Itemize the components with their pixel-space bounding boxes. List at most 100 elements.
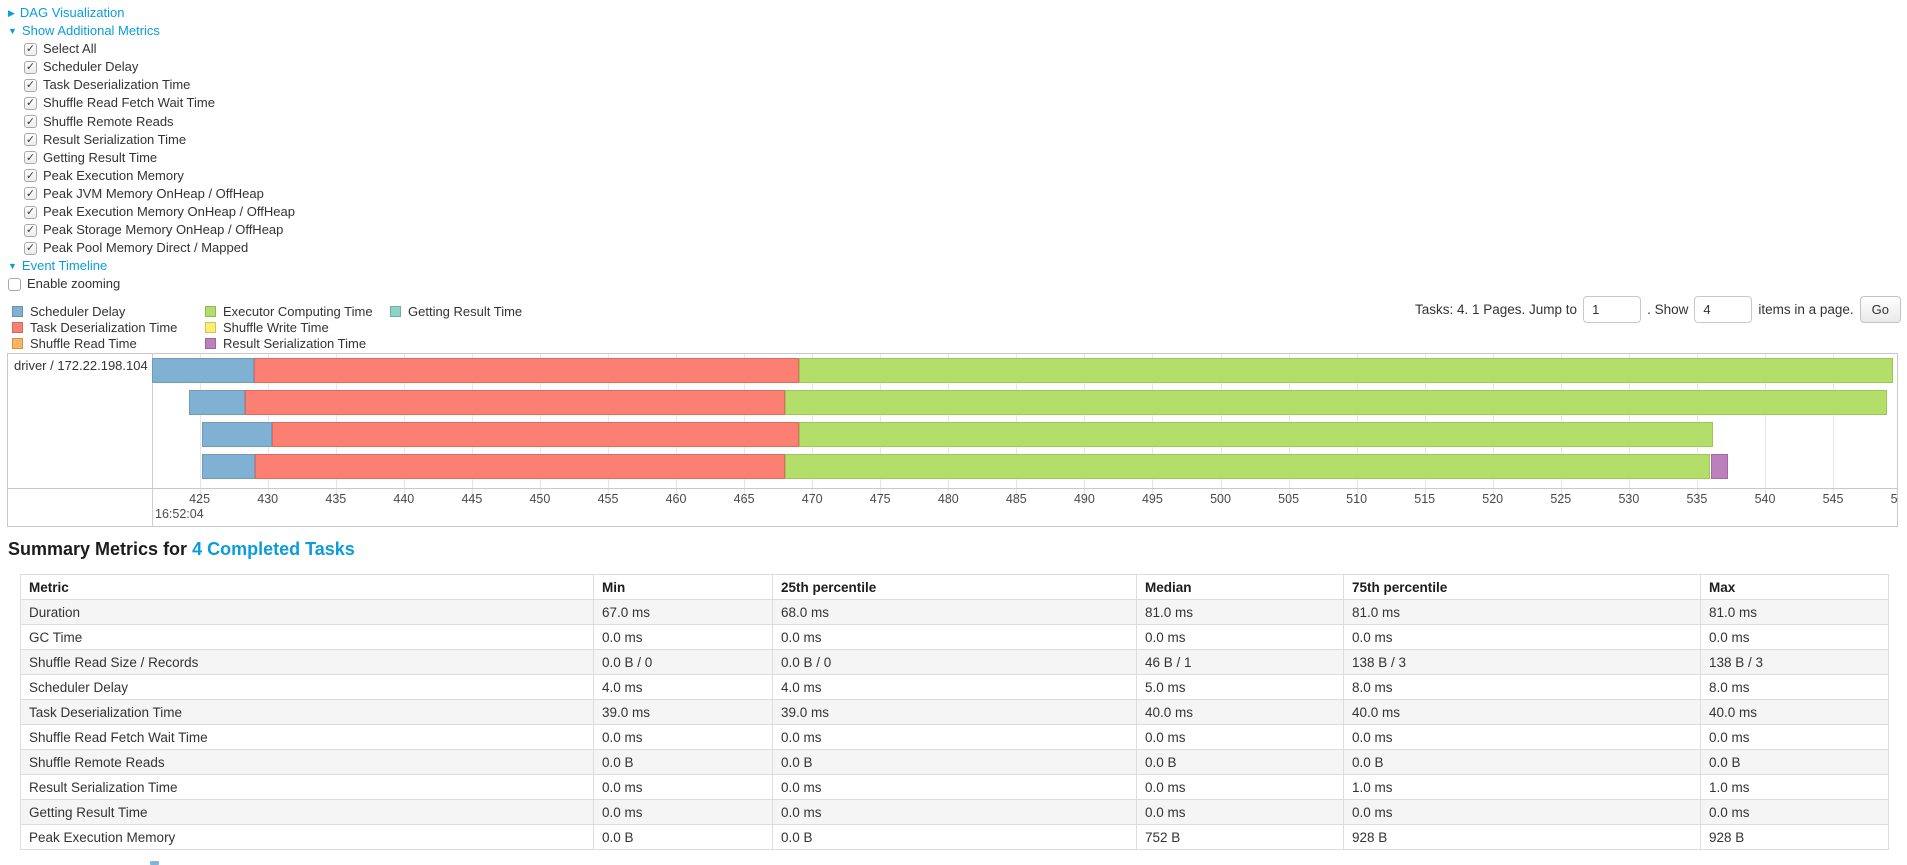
metric-value-cell: 81.0 ms <box>1343 599 1701 625</box>
legend-item-shuffle_read: Shuffle Read Time <box>12 335 177 351</box>
task-bar-segment-executor_computing[interactable] <box>798 357 1893 383</box>
metric-checkbox-peak-execution-memory[interactable]: ✓ Peak Execution Memory <box>8 167 295 185</box>
checkbox-icon: ✓ <box>24 42 37 56</box>
axis-tick-label: 510 <box>1346 492 1368 506</box>
axis-tick-label: 530 <box>1618 492 1640 506</box>
task-bar-segment-scheduler_delay[interactable] <box>152 357 255 383</box>
metric-value-cell: 0.0 B <box>772 824 1137 850</box>
show-additional-metrics-toggle[interactable]: ▼ Show Additional Metrics <box>8 22 295 40</box>
checkbox-label: Peak JVM Memory OnHeap / OffHeap <box>43 185 264 201</box>
event-timeline-chart[interactable]: driver / 172.22.198.104 425 430 435 440 445 4… <box>7 353 1898 527</box>
checkbox-icon: ✓ <box>24 133 37 147</box>
task-bar-segment-task_deserialization[interactable] <box>271 421 799 447</box>
metric-checkbox-peak-pool-memory-direct-mapped[interactable]: ✓ Peak Pool Memory Direct / Mapped <box>8 239 295 257</box>
metric-checkbox-shuffle-remote-reads[interactable]: ✓ Shuffle Remote Reads <box>8 113 295 131</box>
metric-name-cell: Duration <box>20 599 594 625</box>
checkbox-icon: ✓ <box>24 78 37 92</box>
metric-value-cell: 0.0 ms <box>1343 624 1701 650</box>
task-bar-segment-scheduler_delay[interactable] <box>202 421 272 447</box>
metric-value-cell: 0.0 ms <box>772 774 1137 800</box>
checkbox-icon: ✓ <box>24 115 37 129</box>
checkbox-label: Scheduler Delay <box>43 59 139 75</box>
legend-item-task_deserialization: Task Deserialization Time <box>12 319 177 335</box>
pagination-suffix-text: items in a page. <box>1758 301 1854 317</box>
axis-tick-label: 460 <box>665 492 687 506</box>
metric-name-cell: Getting Result Time <box>20 799 594 825</box>
task-bar-segment-result_serialization[interactable] <box>1710 453 1729 479</box>
table-row: GC Time 0.0 ms 0.0 ms 0.0 ms 0.0 ms 0.0 ms <box>20 624 1889 650</box>
metric-value-cell: 0.0 ms <box>593 799 773 825</box>
metric-checkbox-peak-execution-memory-onheap-offheap[interactable]: ✓ Peak Execution Memory OnHeap / OffHeap <box>8 203 295 221</box>
metric-value-cell: 0.0 B <box>772 749 1137 775</box>
column-header: Median <box>1136 574 1344 600</box>
metric-checkbox-select-all[interactable]: ✓ Select All <box>8 40 295 58</box>
legend-item-shuffle_write: Shuffle Write Time <box>205 319 373 335</box>
metric-checkbox-shuffle-read-fetch-wait-time[interactable]: ✓ Shuffle Read Fetch Wait Time <box>8 94 295 112</box>
caret-down-icon: ▼ <box>8 260 17 271</box>
axis-tick-label: 480 <box>937 492 959 506</box>
metric-value-cell: 0.0 ms <box>772 624 1137 650</box>
legend-swatch-icon <box>205 337 216 349</box>
go-button[interactable]: Go <box>1859 295 1901 323</box>
dag-visualization-label: DAG Visualization <box>19 5 125 20</box>
task-bar-segment-executor_computing[interactable] <box>784 389 1888 415</box>
checkbox-icon <box>8 277 21 291</box>
gridline <box>199 354 201 504</box>
items-per-page-input[interactable] <box>1694 295 1753 323</box>
task-bar-segment-scheduler_delay[interactable] <box>202 453 256 479</box>
checkbox-label: Shuffle Read Fetch Wait Time <box>43 95 215 111</box>
column-header: Min <box>593 574 773 600</box>
legend-label: Result Serialization Time <box>223 335 367 351</box>
task-bar-segment-task_deserialization[interactable] <box>254 357 799 383</box>
checkbox-label: Task Deserialization Time <box>43 77 191 93</box>
metric-checkbox-scheduler-delay[interactable]: ✓ Scheduler Delay <box>8 58 295 76</box>
metric-value-cell: 0.0 ms <box>772 799 1137 825</box>
pagination-prefix-text: Tasks: 4. 1 Pages. Jump to <box>1414 301 1578 317</box>
metric-value-cell: 0.0 ms <box>772 724 1137 750</box>
metric-value-cell: 81.0 ms <box>1136 599 1344 625</box>
checkbox-label: Result Serialization Time <box>43 131 187 147</box>
task-bar-segment-task_deserialization[interactable] <box>244 389 785 415</box>
metric-value-cell: 0.0 B <box>593 749 773 775</box>
metric-value-cell: 0.0 ms <box>593 624 773 650</box>
metric-checkbox-task-deserialization-time[interactable]: ✓ Task Deserialization Time <box>8 76 295 94</box>
summary-metrics-heading: Summary Metrics for 4 Completed Tasks <box>8 539 355 560</box>
metric-value-cell: 0.0 ms <box>1700 724 1889 750</box>
metric-checkbox-result-serialization-time[interactable]: ✓ Result Serialization Time <box>8 131 295 149</box>
metric-value-cell: 8.0 ms <box>1343 674 1701 700</box>
metric-name-cell: Shuffle Read Fetch Wait Time <box>20 724 594 750</box>
metric-name-cell: Result Serialization Time <box>20 774 594 800</box>
metric-value-cell: 138 B / 3 <box>1700 649 1889 675</box>
event-timeline-toggle[interactable]: ▼ Event Timeline <box>8 257 295 275</box>
metric-checkbox-peak-storage-memory-onheap-offheap[interactable]: ✓ Peak Storage Memory OnHeap / OffHeap <box>8 221 295 239</box>
dag-visualization-toggle[interactable]: ▶ DAG Visualization <box>8 4 295 22</box>
executor-row-label: driver / 172.22.198.104 <box>14 358 148 373</box>
metric-value-cell: 0.0 ms <box>593 774 773 800</box>
table-row: Task Deserialization Time 39.0 ms 39.0 ms 4… <box>20 699 1889 725</box>
x-axis-line <box>8 488 1897 489</box>
legend-item-getting_result: Getting Result Time <box>390 303 522 319</box>
table-row: Getting Result Time 0.0 ms 0.0 ms 0.0 ms 0.0… <box>20 799 1889 825</box>
axis-time-label: 16:52:04 <box>155 507 204 521</box>
metric-value-cell: 0.0 ms <box>1136 799 1344 825</box>
enable-zooming-checkbox[interactable]: Enable zooming <box>8 275 295 293</box>
metric-checkbox-getting-result-time[interactable]: ✓ Getting Result Time <box>8 149 295 167</box>
jump-to-page-input[interactable] <box>1583 295 1642 323</box>
legend-swatch-icon <box>390 305 401 317</box>
axis-tick-label: 520 <box>1482 492 1504 506</box>
metric-value-cell: 0.0 ms <box>1343 724 1701 750</box>
legend-swatch-icon <box>205 321 216 333</box>
metric-name-cell: Peak Execution Memory <box>20 824 594 850</box>
task-bar-segment-task_deserialization[interactable] <box>255 453 785 479</box>
task-bar-segment-scheduler_delay[interactable] <box>188 389 245 415</box>
task-bar-segment-executor_computing[interactable] <box>798 421 1714 447</box>
metric-checkbox-peak-jvm-memory-onheap-offheap[interactable]: ✓ Peak JVM Memory OnHeap / OffHeap <box>8 185 295 203</box>
caret-down-icon: ▼ <box>8 25 17 36</box>
axis-tick-label: 545 <box>1822 492 1844 506</box>
enable-zooming-label: Enable zooming <box>27 276 121 292</box>
completed-tasks-link[interactable]: 4 Completed Tasks <box>192 539 355 559</box>
task-bar-segment-executor_computing[interactable] <box>784 453 1711 479</box>
axis-tick-label: 445 <box>461 492 483 506</box>
checkbox-label: Peak Execution Memory OnHeap / OffHeap <box>43 204 295 220</box>
pagination-mid-text: . Show <box>1647 301 1689 317</box>
